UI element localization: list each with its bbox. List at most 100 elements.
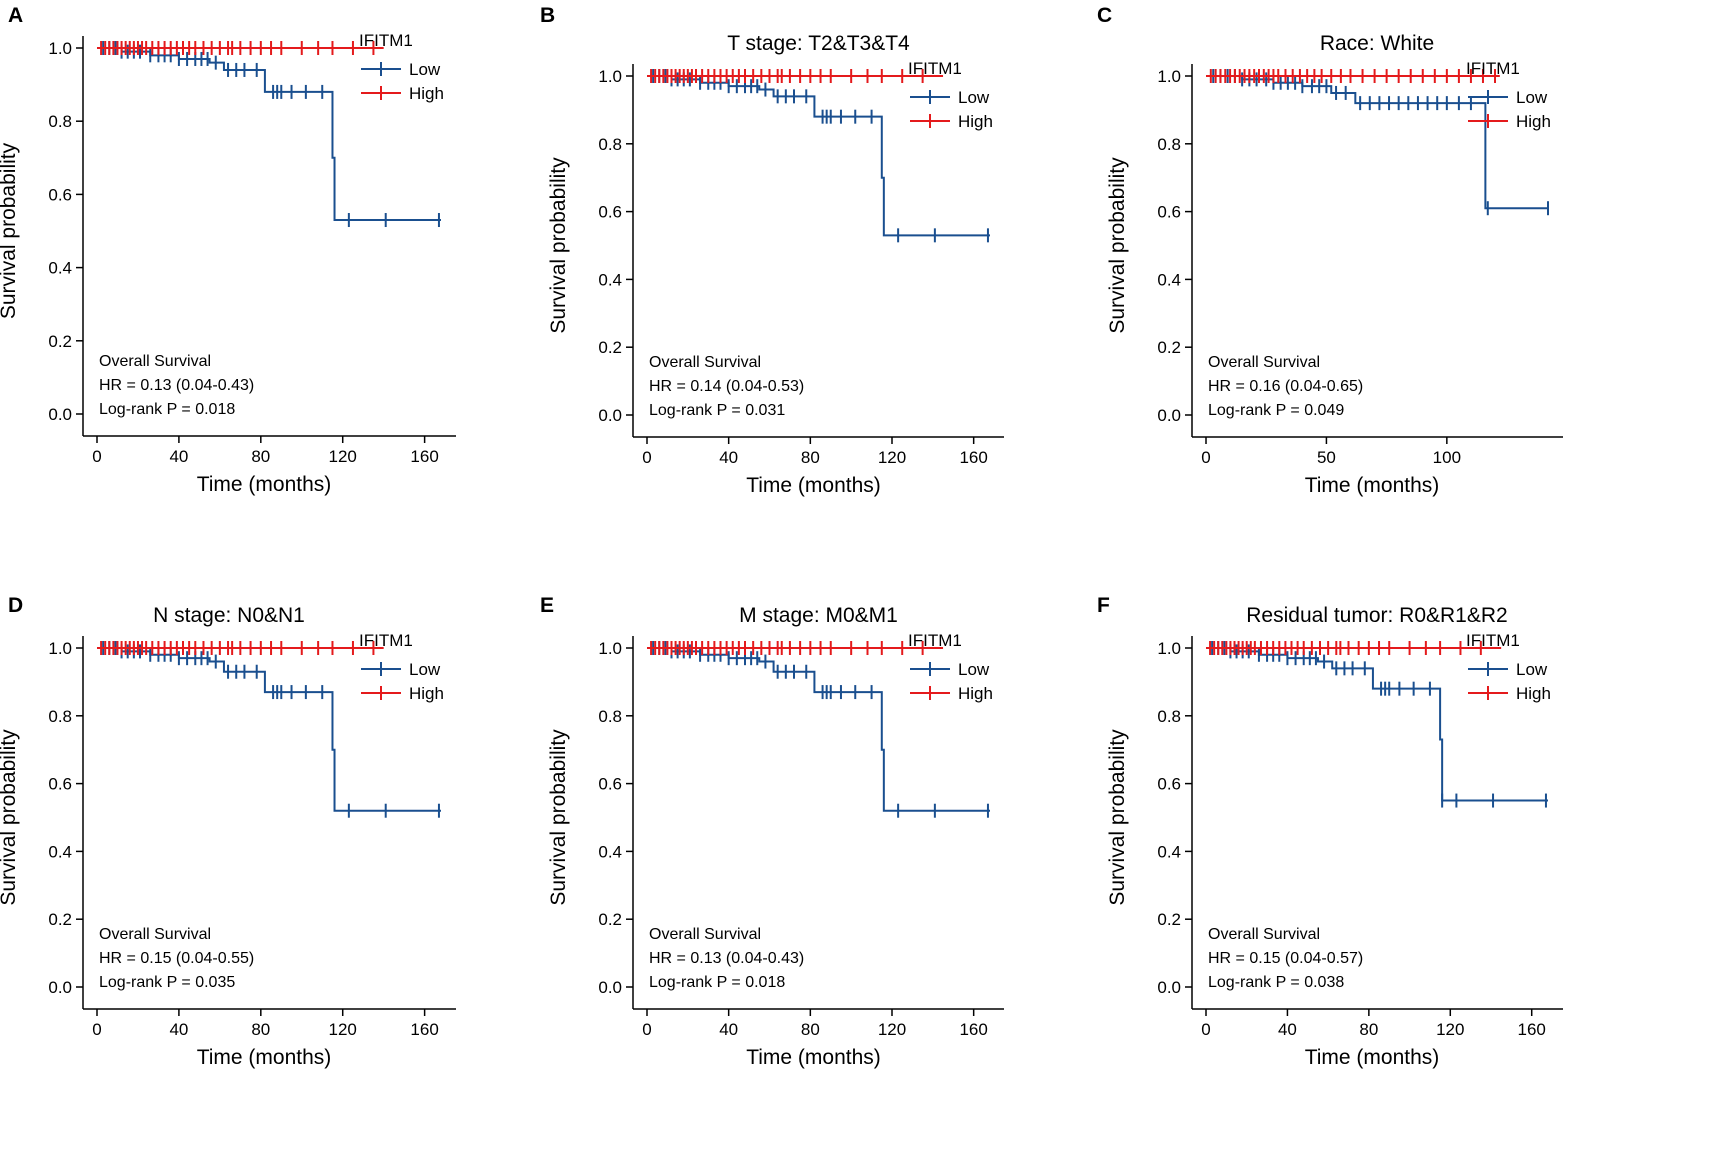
x-tick-label: 0 bbox=[642, 448, 651, 467]
annotation-text: HR = 0.13 (0.04-0.43) bbox=[649, 950, 804, 967]
x-tick-label: 120 bbox=[1436, 1020, 1464, 1039]
y-tick-label: 1.0 bbox=[1157, 67, 1181, 86]
annotation-text: Log-rank P = 0.038 bbox=[1208, 974, 1344, 991]
annotation-text: Log-rank P = 0.018 bbox=[649, 974, 785, 991]
x-tick-label: 100 bbox=[1433, 448, 1461, 467]
y-tick-label: 0.2 bbox=[598, 338, 622, 357]
panel-label: A bbox=[8, 4, 23, 27]
legend-entry-low: Low bbox=[958, 660, 990, 679]
legend-entry-high: High bbox=[409, 684, 444, 703]
legend-entry-low: Low bbox=[958, 88, 990, 107]
x-axis-label: Time (months) bbox=[197, 473, 332, 496]
y-tick-label: 0.0 bbox=[598, 406, 622, 425]
y-tick-label: 0.8 bbox=[48, 112, 72, 131]
x-tick-label: 80 bbox=[801, 448, 820, 467]
x-tick-label: 40 bbox=[169, 1020, 188, 1039]
legend-entry-high: High bbox=[409, 84, 444, 103]
x-axis-label: Time (months) bbox=[746, 474, 881, 497]
y-tick-label: 1.0 bbox=[48, 639, 72, 658]
x-tick-label: 120 bbox=[329, 1020, 357, 1039]
legend-entry-high: High bbox=[958, 112, 993, 131]
y-tick-label: 0.4 bbox=[598, 842, 622, 861]
km-panel-c: C Race: White 0.0 0.2 0.4 0.6 0.8 1.0 0 50 100 Time… bbox=[1097, 4, 1563, 497]
y-axis-label: Survival probability bbox=[1106, 729, 1129, 906]
x-tick-label: 0 bbox=[1201, 1020, 1210, 1039]
x-tick-label: 50 bbox=[1317, 448, 1336, 467]
y-tick-label: 1.0 bbox=[598, 67, 622, 86]
chart-title: M stage: M0&M1 bbox=[739, 604, 898, 627]
y-tick-label: 0.0 bbox=[598, 978, 622, 997]
x-tick-label: 80 bbox=[801, 1020, 820, 1039]
annotation-text: Log-rank P = 0.035 bbox=[99, 974, 235, 991]
y-tick-label: 0.6 bbox=[598, 203, 622, 222]
panel-label: C bbox=[1097, 4, 1112, 27]
annotation-text: Overall Survival bbox=[1208, 926, 1320, 943]
y-tick-label: 0.0 bbox=[1157, 406, 1181, 425]
km-panel-b: B T stage: T2&T3&T4 0.0 0.2 0.4 0.6 0.8 1.0 0 40 8… bbox=[540, 4, 1004, 497]
y-tick-label: 1.0 bbox=[598, 639, 622, 658]
y-axis-label: Survival probability bbox=[0, 142, 20, 319]
x-tick-label: 40 bbox=[169, 447, 188, 466]
y-tick-label: 0.0 bbox=[48, 405, 72, 424]
km-panel-e: E M stage: M0&M1 0.0 0.2 0.4 0.6 0.8 1.0 0 40 80 12… bbox=[540, 594, 1004, 1069]
y-tick-label: 0.2 bbox=[48, 910, 72, 929]
km-curve-low bbox=[647, 75, 990, 237]
km-curve-low bbox=[1206, 647, 1548, 802]
y-tick-label: 0.4 bbox=[48, 842, 72, 861]
x-tick-label: 160 bbox=[959, 448, 987, 467]
chart-title: Residual tumor: R0&R1&R2 bbox=[1246, 604, 1507, 627]
km-panel-f: F Residual tumor: R0&R1&R2 0.0 0.2 0.4 0.6 0.8… bbox=[1097, 594, 1563, 1069]
x-tick-label: 120 bbox=[878, 448, 906, 467]
y-tick-label: 0.2 bbox=[48, 332, 72, 351]
y-tick-label: 0.0 bbox=[48, 978, 72, 997]
km-panel-a: A 0.0 0.2 0.4 0.6 0.8 1.0 0 40 80 120 160 Time (mont… bbox=[0, 4, 456, 496]
y-tick-label: 0.6 bbox=[48, 185, 72, 204]
annotation-text: HR = 0.15 (0.04-0.57) bbox=[1208, 950, 1363, 967]
x-tick-label: 160 bbox=[410, 447, 438, 466]
y-tick-label: 1.0 bbox=[1157, 639, 1181, 658]
y-tick-label: 0.6 bbox=[1157, 203, 1181, 222]
x-tick-label: 160 bbox=[959, 1020, 987, 1039]
x-axis-label: Time (months) bbox=[1305, 1046, 1440, 1069]
legend-title: IFITM1 bbox=[359, 31, 413, 50]
x-tick-label: 0 bbox=[642, 1020, 651, 1039]
legend-entry-low: Low bbox=[409, 60, 441, 79]
annotation-text: Log-rank P = 0.049 bbox=[1208, 402, 1344, 419]
x-tick-label: 40 bbox=[719, 1020, 738, 1039]
y-axis-label: Survival probability bbox=[547, 157, 570, 334]
y-tick-label: 1.0 bbox=[48, 39, 72, 58]
legend-title: IFITM1 bbox=[908, 59, 962, 78]
legend-title: IFITM1 bbox=[359, 631, 413, 650]
y-tick-label: 0.2 bbox=[1157, 910, 1181, 929]
y-tick-label: 0.0 bbox=[1157, 978, 1181, 997]
annotation-text: Overall Survival bbox=[99, 926, 211, 943]
x-tick-label: 40 bbox=[1278, 1020, 1297, 1039]
x-axis-label: Time (months) bbox=[746, 1046, 881, 1069]
x-tick-label: 120 bbox=[878, 1020, 906, 1039]
panel-label: D bbox=[8, 594, 23, 617]
chart-title: Race: White bbox=[1320, 32, 1434, 55]
x-tick-label: 160 bbox=[410, 1020, 438, 1039]
x-tick-label: 120 bbox=[329, 447, 357, 466]
annotation-text: HR = 0.16 (0.04-0.65) bbox=[1208, 378, 1363, 395]
annotation-text: HR = 0.14 (0.04-0.53) bbox=[649, 378, 804, 395]
panel-label: E bbox=[540, 594, 554, 617]
y-tick-label: 0.4 bbox=[48, 259, 72, 278]
legend-entry-low: Low bbox=[1516, 88, 1548, 107]
annotation-text: Overall Survival bbox=[649, 354, 761, 371]
annotation-text: Overall Survival bbox=[1208, 354, 1320, 371]
y-tick-label: 0.8 bbox=[598, 707, 622, 726]
annotation-text: HR = 0.13 (0.04-0.43) bbox=[99, 377, 254, 394]
legend-title: IFITM1 bbox=[1466, 631, 1520, 650]
chart-title: T stage: T2&T3&T4 bbox=[727, 32, 910, 55]
y-axis-label: Survival probability bbox=[547, 729, 570, 906]
y-tick-label: 0.6 bbox=[598, 775, 622, 794]
km-curve-low bbox=[97, 647, 441, 812]
km-panel-d: D N stage: N0&N1 0.0 0.2 0.4 0.6 0.8 1.0 0 40 80 12… bbox=[0, 594, 456, 1069]
legend-entry-low: Low bbox=[1516, 660, 1548, 679]
annotation-text: Log-rank P = 0.018 bbox=[99, 401, 235, 418]
annotation-text: Overall Survival bbox=[99, 353, 211, 370]
y-tick-label: 0.6 bbox=[1157, 775, 1181, 794]
x-axis-label: Time (months) bbox=[197, 1046, 332, 1069]
